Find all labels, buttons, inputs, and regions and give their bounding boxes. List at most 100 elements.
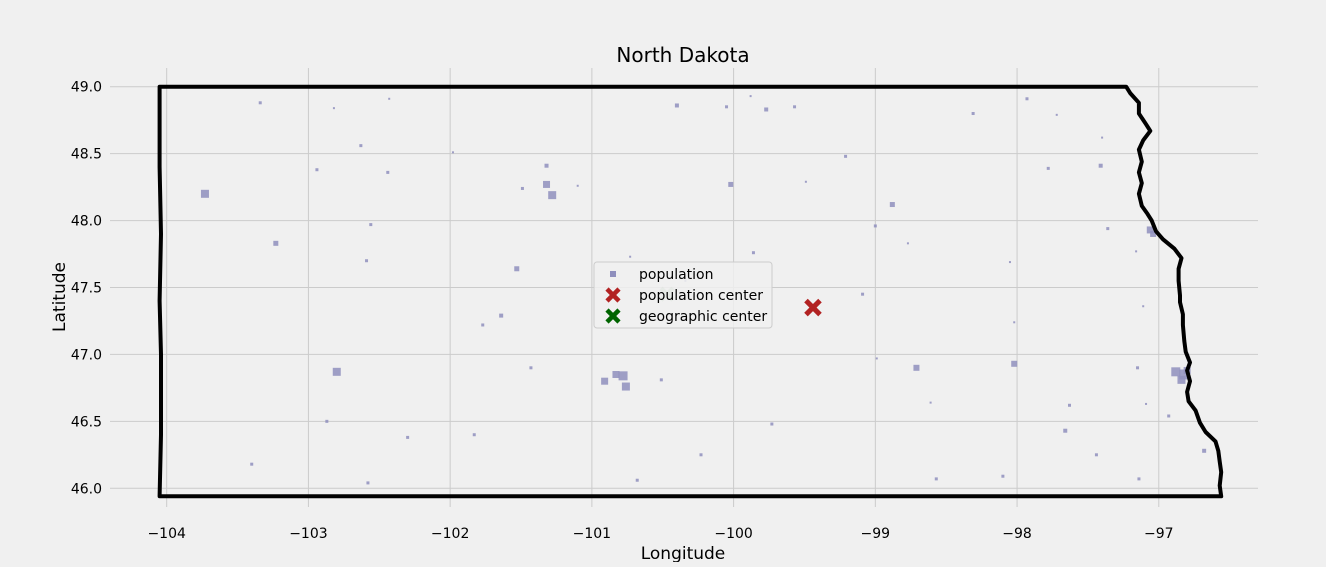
population-point [934,477,938,481]
legend-marker-population [610,271,616,277]
y-tick-label: 47.5 [71,281,102,297]
y-tick-label: 47.0 [71,347,102,363]
population-point [472,433,476,437]
population-point [674,103,679,108]
population-point [332,107,335,110]
population-point [366,481,370,485]
population-point [659,378,663,382]
population-point [971,112,975,116]
population-point [369,223,373,227]
x-tick-label: −98 [1002,526,1032,542]
population-point [481,323,485,327]
y-tick-label: 46.0 [71,481,102,497]
legend-marker-population-center [605,287,621,303]
y-tick-label: 49.0 [71,80,102,96]
state-border [157,84,1224,499]
population-point [699,453,703,457]
population-point [514,266,520,272]
chart-title: North Dakota [616,43,749,67]
legend-marker-geographic-center [605,308,621,324]
population-point [612,370,620,378]
population-point [1171,367,1181,377]
population-point [1063,428,1068,433]
y-axis-title: Latitude [50,262,70,332]
population-point [499,313,504,318]
population-point [873,224,877,228]
x-tick-label: −101 [573,526,611,542]
population-point [1179,369,1190,380]
population-point [1142,305,1145,308]
population-point [1150,230,1157,237]
x-axis-title: Longitude [641,544,726,562]
population-point [1001,474,1005,478]
population-point [889,202,895,208]
population-point [548,191,557,200]
population-point [544,163,549,168]
population-point [520,186,524,190]
state-border-line [157,84,1224,499]
x-tick-label: −99 [861,526,891,542]
tick-labels: −104 −103 −102 −101 −100 −99 −98 −97 46.0 46.5 47.… [71,80,1174,542]
population-point [543,180,551,188]
population-point [273,240,279,246]
population-point [770,422,774,426]
population-point [1025,97,1029,101]
legend-label-population-center: population center [639,288,763,304]
population-point [315,168,319,172]
population-point [359,144,363,148]
population-point [325,419,329,423]
population-point [1068,403,1072,407]
x-tick-label: −100 [714,526,752,542]
population-point [1202,448,1207,453]
population-point [906,242,909,245]
population-point [725,105,729,109]
y-tick-label: 46.5 [71,414,102,430]
population-center-marker [804,298,822,317]
population-point [258,101,262,105]
x-tick-label: −104 [147,526,186,542]
population-point [1094,453,1098,457]
population-point [1101,136,1104,139]
population-point [1046,166,1050,170]
population-point [576,184,579,187]
population-point [621,382,630,391]
population-point [1106,227,1110,231]
population-point [1145,402,1148,405]
population-point [764,107,769,112]
population-point [913,364,920,371]
population-point [1137,477,1141,481]
population-point [332,367,341,376]
population-point [601,377,609,385]
x-tick-label: −102 [431,526,469,542]
y-tick-label: 48.5 [71,147,102,163]
legend-label-population: population [639,267,714,283]
population-point [749,95,752,98]
population-point [365,259,369,263]
population-point [875,357,878,360]
population-point [1135,250,1138,253]
population-point [635,478,639,482]
x-tick-label: −97 [1144,526,1174,542]
population-point [529,366,533,370]
population-point [804,180,807,183]
legend: population population center geographic … [593,261,773,329]
population-point [844,154,848,158]
population-point [929,401,932,404]
y-tick-label: 48.0 [71,214,102,230]
population-point [200,189,209,198]
population-point [1167,414,1171,418]
population-point [1177,375,1186,384]
population-point [388,97,391,100]
population-point [1055,113,1058,116]
population-point [406,435,410,439]
population-point [728,181,734,187]
population-point [1146,226,1154,234]
population-point [386,170,390,174]
population-point [1008,261,1011,264]
population-point [793,105,797,109]
population-point [1013,321,1016,324]
grid [110,68,1258,507]
x-tick-label: −103 [289,526,327,542]
